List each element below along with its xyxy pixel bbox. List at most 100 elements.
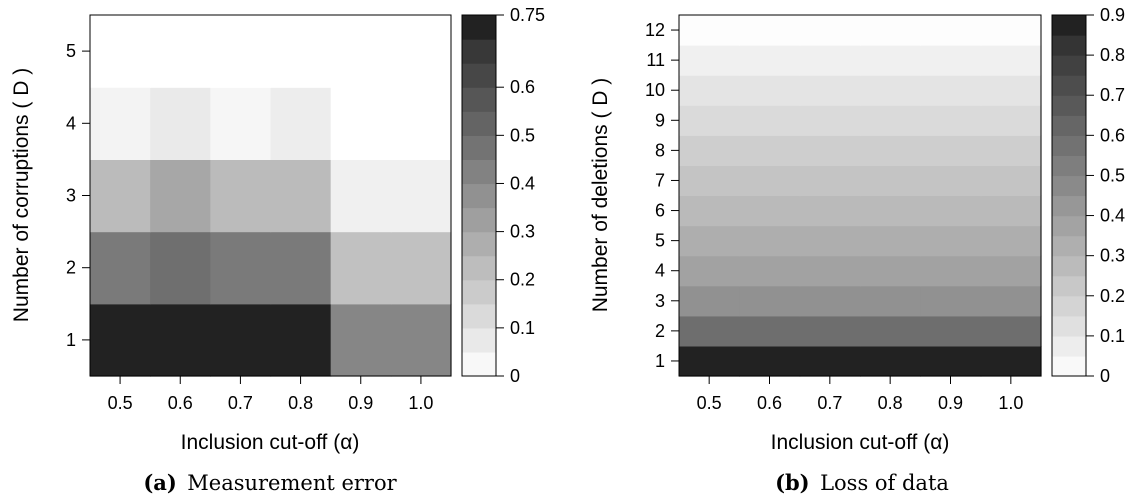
heatmap-cell	[390, 231, 452, 305]
heatmap-cell	[920, 285, 982, 317]
heatmap-cell	[90, 87, 151, 160]
caption-tag: (a)	[143, 470, 176, 495]
caption: (b) Loss of data	[775, 470, 949, 495]
heatmap-cell	[679, 255, 740, 287]
colorbar-tick-label: 0.5	[510, 125, 535, 145]
heatmap-cell	[270, 231, 332, 305]
heatmap-cell	[980, 75, 1042, 106]
heatmap-cell	[799, 285, 861, 317]
caption-text: Loss of data	[820, 471, 949, 495]
colorbar-tick-label: 0.1	[1100, 326, 1125, 346]
heatmap-cell	[739, 315, 801, 347]
heatmap-cell	[920, 345, 982, 377]
heatmap-cell	[390, 87, 452, 160]
heatmap-cell	[679, 315, 740, 347]
colorbar: 0 0.1 0.2 0.3 0.4 0.5 0.6 0.75	[461, 5, 545, 386]
colorbar-level	[1052, 115, 1086, 136]
colorbar-level	[462, 135, 496, 160]
heatmap-cell	[90, 303, 151, 377]
heatmap-cell	[920, 225, 982, 257]
heatmap-cell	[679, 195, 740, 227]
heatmap-cell	[739, 75, 801, 106]
y-tick-label: 8	[655, 140, 665, 160]
heatmap-cell	[210, 303, 272, 377]
heatmap-cell	[679, 225, 740, 257]
colorbar-tick-label: 0.3	[510, 222, 535, 242]
heatmap-cell	[860, 105, 921, 136]
heatmap-cell	[860, 45, 921, 76]
heatmap-cell	[799, 135, 861, 167]
x-tick-label: 0.7	[817, 393, 842, 413]
y-tick-label: 7	[655, 170, 665, 190]
heatmap-cell	[860, 165, 921, 197]
colorbar-level	[1052, 255, 1086, 277]
colorbar-tick-label: 0.9	[1100, 5, 1125, 25]
heatmap-cell	[920, 15, 982, 46]
heatmap-cell	[799, 165, 861, 197]
heatmap-cell	[90, 15, 151, 88]
heatmap-cell	[90, 159, 151, 233]
heatmap-cells	[679, 15, 1042, 377]
heatmap-cell	[330, 303, 392, 377]
heatmap-cell	[739, 255, 801, 287]
heatmap-cell	[679, 15, 740, 46]
colorbar-level	[462, 159, 496, 185]
heatmap-cell	[679, 135, 740, 167]
heatmap-cell	[920, 165, 982, 197]
heatmap-cell	[980, 225, 1042, 257]
heatmap-cell	[210, 159, 272, 233]
y-tick-label: 9	[655, 110, 665, 130]
heatmap-cell	[860, 15, 921, 46]
heatmap-cell	[920, 75, 982, 106]
colorbar-level	[1052, 215, 1086, 237]
y-tick-label: 1	[66, 330, 76, 350]
x-tick-label: 0.9	[348, 393, 373, 413]
colorbar-level	[1052, 275, 1086, 297]
heatmap-cell	[739, 165, 801, 197]
heatmap-cell	[920, 45, 982, 76]
heatmap-cell	[270, 15, 332, 88]
heatmap-cell	[90, 231, 151, 305]
colorbar-tick-label: 0.5	[1100, 165, 1125, 185]
x-axis-label: Inclusion cut-off (α)	[181, 431, 360, 454]
colorbar-level	[462, 255, 496, 281]
colorbar-level	[462, 183, 496, 209]
colorbar-tick-label: 0.6	[1100, 125, 1125, 145]
colorbar-tick-label: 0.8	[1100, 45, 1125, 65]
colorbar-frame	[461, 14, 497, 377]
colorbar-level	[462, 39, 496, 64]
heatmap-cell	[270, 303, 332, 377]
heatmap-cell	[799, 315, 861, 347]
y-axis-label: Number of deletions ( D )	[589, 78, 612, 313]
y-tick-label: 5	[66, 41, 76, 61]
colorbar-level	[1052, 235, 1086, 257]
y-tick-label: 3	[655, 291, 665, 311]
x-tick-label: 0.8	[878, 393, 903, 413]
heatmap-cell	[799, 45, 861, 76]
heatmap-cell	[679, 165, 740, 197]
colorbar-level	[462, 279, 496, 305]
y-tick-label: 11	[646, 50, 665, 70]
heatmap-cell	[860, 285, 921, 317]
colorbar-level	[1052, 355, 1086, 377]
colorbar-tick-label: 0.4	[1100, 206, 1125, 226]
colorbar-tick-label: 0.75	[510, 5, 545, 25]
heatmap-cell	[860, 225, 921, 257]
heatmap-cell	[739, 15, 801, 46]
heatmap-cell	[799, 225, 861, 257]
heatmap-cell	[980, 45, 1042, 76]
colorbar-level	[1052, 155, 1086, 177]
heatmap-cell	[860, 255, 921, 287]
y-tick-label: 2	[655, 321, 665, 341]
heatmap-cell	[210, 15, 272, 88]
heatmap-cell	[860, 135, 921, 167]
y-tick-label: 5	[655, 231, 665, 251]
colorbar-level	[462, 15, 496, 40]
heatmap-cell	[739, 195, 801, 227]
heatmap-cell	[799, 195, 861, 227]
colorbar-level	[1052, 175, 1086, 197]
colorbar-level	[462, 63, 496, 88]
heatmap-cell	[980, 255, 1042, 287]
